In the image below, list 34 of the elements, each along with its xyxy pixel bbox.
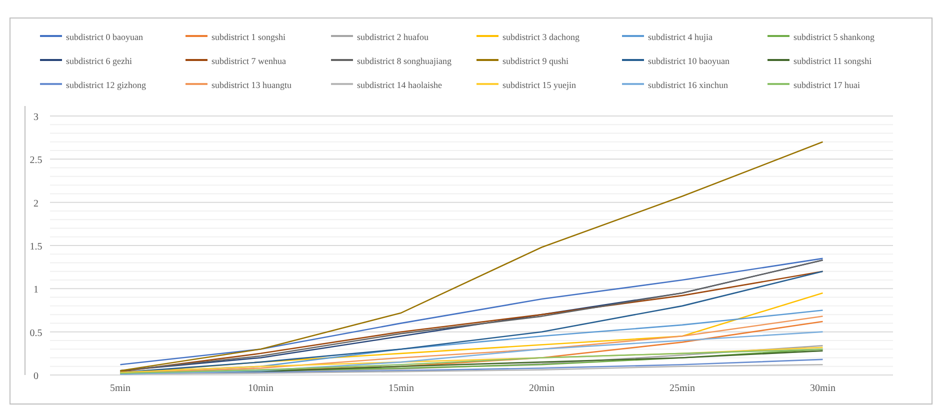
legend-label: subdistrict 6 gezhi	[66, 56, 132, 66]
y-tick-label: 0.5	[30, 328, 42, 339]
y-tick-label: 1.5	[30, 242, 42, 252]
legend-label: subdistrict 4 hujia	[648, 32, 712, 42]
legend-label: subdistrict 13 huangtu	[212, 80, 292, 90]
legend-label: subdistrict 14 haolaishe	[357, 80, 442, 90]
legend-label: subdistrict 0 baoyuan	[66, 32, 144, 42]
y-tick-label: 0	[34, 371, 38, 382]
x-tick-label: 30min	[810, 383, 836, 394]
y-tick-label: 2	[34, 198, 38, 210]
x-tick-label: 25min	[669, 383, 696, 394]
legend-label: subdistrict 2 huafou	[357, 32, 429, 42]
y-tick-label: 1	[34, 284, 38, 296]
x-tick-label: 5min	[110, 383, 131, 394]
legend-label: subdistrict 12 gizhong	[66, 80, 146, 90]
legend-label: subdistrict 10 baoyuan	[648, 56, 730, 66]
legend-label: subdistrict 9 qushi	[502, 56, 569, 66]
x-tick-label: 10min	[248, 383, 274, 394]
line-series	[120, 331, 824, 375]
legend-label: subdistrict 17 huai	[794, 80, 860, 90]
line-series	[120, 141, 824, 372]
legend-label: subdistrict 8 songhuajiang	[357, 56, 452, 66]
legend-label: subdistrict 5 shankong	[794, 32, 875, 42]
legend-label: subdistrict 11 songshi	[794, 56, 872, 66]
legend-label: subdistrict 15 yuejin	[502, 80, 576, 90]
legend-label: subdistrict 7 wenhua	[212, 56, 286, 66]
y-tick-label: 3	[34, 112, 38, 123]
y-tick-label: 2.5	[30, 155, 42, 166]
line-series	[120, 364, 824, 375]
legend-label: subdistrict 16 xinchun	[648, 80, 728, 90]
x-tick-label: 15min	[388, 383, 414, 394]
legend-label: subdistrict 3 dachong	[502, 32, 580, 42]
x-tick-label: 20min	[528, 383, 555, 394]
legend-label: subdistrict 1 songshi	[212, 32, 286, 42]
